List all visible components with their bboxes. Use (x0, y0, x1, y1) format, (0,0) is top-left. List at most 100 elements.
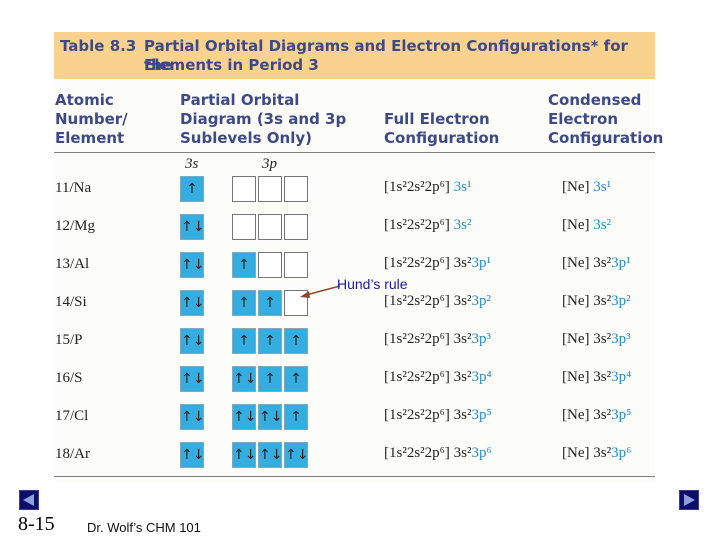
valence-highlight: 3p² (471, 293, 491, 309)
orbital-3s-box: ↑↓ (180, 366, 204, 392)
orbital-3p-box: ↑↓ (232, 366, 256, 392)
table-title-line2: Elements in Period 3 (144, 56, 319, 74)
condensed-configuration: [Ne] 3s²3p¹ (562, 255, 631, 271)
element-label: 13/Al (55, 256, 90, 272)
orbital-3p-box: ↑ (284, 366, 308, 392)
sublevel-3s-label: 3s (185, 156, 199, 172)
table-row: 11/Na ↑ [1s²2s²2p⁶] 3s¹ [Ne] 3s¹ (0, 174, 720, 212)
full-configuration: [1s²2s²2p⁶] 3s²3p⁴ (384, 369, 492, 385)
element-label: 17/Cl (55, 408, 89, 424)
table-row: 16/S ↑↓ ↑↓ ↑ ↑ [1s²2s²2p⁶] 3s²3p⁴ [Ne] 3s²3p⁴ (0, 364, 720, 402)
full-configuration: [1s²2s²2p⁶] 3s²3p³ (384, 331, 491, 347)
table-row: 15/P ↑↓ ↑ ↑ ↑ [1s²2s²2p⁶] 3s²3p³ [Ne] 3s²3p³ (0, 326, 720, 364)
orbital-3p-box (284, 290, 308, 316)
header-condensed-configuration: Condensed Electron Configuration (548, 91, 664, 147)
footer-course: Dr. Wolf’s CHM 101 (87, 520, 201, 535)
valence-highlight: 3s² (453, 217, 472, 233)
valence-highlight: 3s² (593, 217, 612, 233)
condensed-configuration: [Ne] 3s²3p² (562, 293, 631, 309)
orbital-3p-box: ↑ (232, 290, 256, 316)
valence-highlight: 3s¹ (593, 179, 612, 195)
orbital-3p-box (258, 176, 282, 202)
valence-highlight: 3p⁶ (611, 445, 632, 461)
valence-highlight: 3p⁴ (471, 369, 492, 385)
orbital-3s-box: ↑↓ (180, 404, 204, 430)
condensed-configuration: [Ne] 3s²3p³ (562, 331, 631, 347)
element-label: 14/Si (55, 294, 87, 310)
orbital-3p-box: ↑ (258, 366, 282, 392)
triangle-left-icon (23, 494, 34, 506)
full-configuration: [1s²2s²2p⁶] 3s² (384, 217, 472, 233)
orbital-3p-box: ↑↓ (232, 404, 256, 430)
table-row: 17/Cl ↑↓ ↑↓ ↑↓ ↑ [1s²2s²2p⁶] 3s²3p⁵ [Ne] 3s²3p… (0, 402, 720, 440)
orbital-3p-box: ↑ (284, 328, 308, 354)
element-label: 12/Mg (55, 218, 96, 234)
element-label: 18/Ar (55, 446, 90, 462)
hunds-rule-arrow (300, 285, 341, 298)
orbital-3s-box: ↑↓ (180, 328, 204, 354)
full-configuration: [1s²2s²2p⁶] 3s²3p⁶ (384, 445, 492, 461)
slide-number: 8-15 (18, 513, 55, 535)
condensed-configuration: [Ne] 3s¹ (562, 179, 612, 195)
condensed-configuration: [Ne] 3s²3p⁵ (562, 407, 632, 423)
table-number: Table 8.3 (60, 37, 137, 55)
table-row: 14/Si ↑↓ ↑ ↑ [1s²2s²2p⁶] 3s²3p² [Ne] 3s²3p² (0, 288, 720, 326)
table-title-line1: Partial Orbital Diagrams and Electron Co… (144, 37, 628, 74)
element-label: 11/Na (55, 180, 92, 196)
full-configuration: [1s²2s²2p⁶] 3s²3p² (384, 293, 491, 309)
orbital-3s-box: ↑↓ (180, 252, 204, 278)
orbital-3p-box: ↑ (258, 328, 282, 354)
valence-highlight: 3p² (611, 293, 631, 309)
orbital-3p-box (284, 252, 308, 278)
sublevel-3p-label: 3p (262, 156, 277, 172)
orbital-3p-box: ↑ (232, 328, 256, 354)
orbital-3p-box (258, 252, 282, 278)
valence-highlight: 3p⁵ (471, 407, 492, 423)
valence-highlight: 3s¹ (453, 179, 472, 195)
orbital-3p-box: ↑↓ (258, 404, 282, 430)
next-slide-button[interactable] (679, 490, 699, 510)
orbital-3p-box (232, 214, 256, 240)
orbital-3s-box: ↑↓ (180, 290, 204, 316)
orbital-3p-box: ↑ (258, 290, 282, 316)
full-configuration: [1s²2s²2p⁶] 3s²3p⁵ (384, 407, 492, 423)
table-panel (54, 32, 655, 482)
orbital-3p-box (232, 176, 256, 202)
orbital-3p-box (284, 214, 308, 240)
orbital-3s-box: ↑ (180, 176, 204, 202)
valence-highlight: 3p¹ (611, 255, 631, 271)
table-row: 13/Al ↑↓ ↑ [1s²2s²2p⁶] 3s²3p¹ [Ne] 3s²3p¹ (0, 250, 720, 288)
orbital-3p-box: ↑↓ (258, 442, 282, 468)
table-row: 12/Mg ↑↓ [1s²2s²2p⁶] 3s² [Ne] 3s² (0, 212, 720, 250)
condensed-configuration: [Ne] 3s² (562, 217, 612, 233)
valence-highlight: 3p³ (471, 331, 491, 347)
valence-highlight: 3p⁵ (611, 407, 632, 423)
element-label: 15/P (55, 332, 83, 348)
full-configuration: [1s²2s²2p⁶] 3s²3p¹ (384, 255, 491, 271)
valence-highlight: 3p⁴ (611, 369, 632, 385)
orbital-3s-box: ↑↓ (180, 214, 204, 240)
header-element: Atomic Number/ Element (55, 91, 128, 147)
orbital-3p-box (284, 176, 308, 202)
condensed-configuration: [Ne] 3s²3p⁴ (562, 369, 632, 385)
prev-slide-button[interactable] (19, 490, 39, 510)
header-full-configuration: Full Electron Configuration (384, 110, 500, 147)
valence-highlight: 3p¹ (471, 255, 491, 271)
hunds-rule-annotation: Hund’s rule (337, 276, 408, 292)
full-configuration: [1s²2s²2p⁶] 3s¹ (384, 179, 472, 195)
orbital-3p-box: ↑↓ (232, 442, 256, 468)
orbital-3p-box: ↑ (284, 404, 308, 430)
table-row: 18/Ar ↑↓ ↑↓ ↑↓ ↑↓ [1s²2s²2p⁶] 3s²3p⁶ [Ne] 3s²3… (0, 440, 720, 478)
header-orbital-diagram: Partial Orbital Diagram (3s and 3p Suble… (180, 91, 347, 147)
condensed-configuration: [Ne] 3s²3p⁶ (562, 445, 632, 461)
table-title-band: Table 8.3 Partial Orbital Diagrams and E… (54, 32, 655, 79)
triangle-right-icon (684, 494, 695, 506)
orbital-3s-box: ↑↓ (180, 442, 204, 468)
header-divider (54, 152, 655, 153)
orbital-3p-box (258, 214, 282, 240)
orbital-3p-box: ↑ (232, 252, 256, 278)
valence-highlight: 3p⁶ (471, 445, 492, 461)
valence-highlight: 3p³ (611, 331, 631, 347)
element-label: 16/S (55, 370, 83, 386)
table-bottom-rule (54, 476, 655, 477)
